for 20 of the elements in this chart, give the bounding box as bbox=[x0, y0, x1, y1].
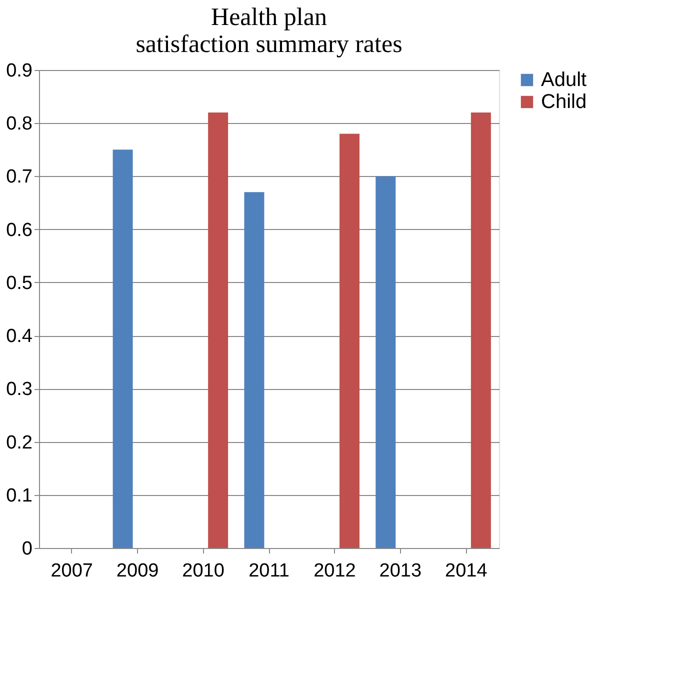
x-tick-label: 2014 bbox=[445, 560, 488, 582]
x-tick-label: 2011 bbox=[248, 560, 290, 582]
legend-label: Adult bbox=[541, 69, 588, 91]
y-tick-label: 0.7 bbox=[6, 166, 32, 188]
y-tick-label: 0.5 bbox=[6, 272, 32, 294]
x-tick-label: 2007 bbox=[50, 560, 93, 582]
x-tick-label: 2013 bbox=[379, 560, 422, 582]
y-tick-label: 0.6 bbox=[6, 220, 32, 241]
y-tick-label: 0.2 bbox=[6, 432, 32, 454]
y-tick-label: 0 bbox=[22, 538, 32, 560]
legend-label: Child bbox=[541, 91, 587, 113]
x-tick-label: 2009 bbox=[116, 560, 159, 582]
y-tick-label: 0.3 bbox=[6, 379, 32, 400]
x-tick-label: 2012 bbox=[314, 560, 356, 582]
x-tick-label: 2010 bbox=[182, 560, 224, 582]
y-tick-label: 0.9 bbox=[6, 60, 32, 82]
chart-title: Health plan satisfaction summary rates bbox=[136, 4, 402, 58]
y-tick-label: 0.8 bbox=[6, 114, 32, 135]
y-tick-label: 0.1 bbox=[6, 485, 32, 506]
y-tick-label: 0.4 bbox=[6, 326, 33, 348]
